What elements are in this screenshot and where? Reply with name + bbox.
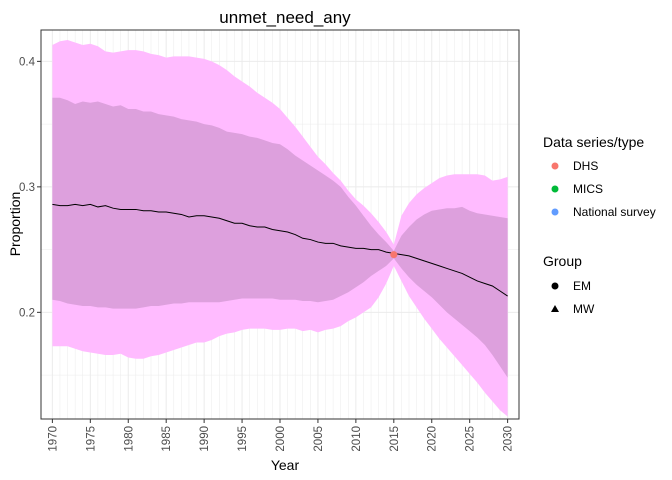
y-tick-label: 0.3 <box>19 182 35 194</box>
x-tick-label: 2025 <box>465 426 477 452</box>
x-tick-label: 1980 <box>123 426 135 452</box>
legend-key-dhs <box>551 162 559 170</box>
legend-label-national-survey: National survey <box>573 205 656 219</box>
x-tick-label: 2030 <box>503 426 515 452</box>
y-tick-label: 0.2 <box>19 307 35 319</box>
y-tick-label: 0.4 <box>19 56 36 68</box>
legend-key-em <box>551 282 559 290</box>
median-line <box>52 203 508 297</box>
legend-series-title: Data series/type <box>543 134 644 150</box>
x-axis: 1970 1975 1980 1985 1990 1995 2000 2005 2010 2015… <box>47 419 515 452</box>
legend: Data series/type DHS MICS National surve… <box>543 134 656 316</box>
x-tick-label: 2015 <box>389 426 401 452</box>
x-tick-label: 1990 <box>199 426 211 452</box>
legend-key-mics <box>551 185 559 193</box>
x-tick-label: 1985 <box>161 426 173 452</box>
legend-label-mics: MICS <box>573 182 603 196</box>
x-axis-title: Year <box>271 457 300 473</box>
y-axis: 0.2 0.3 0.4 <box>19 56 41 319</box>
x-tick-label: 2010 <box>351 426 363 452</box>
x-tick-label: 2000 <box>275 426 287 452</box>
legend-label-dhs: DHS <box>573 159 598 173</box>
x-tick-label: 2020 <box>427 426 439 452</box>
x-tick-label: 1995 <box>237 426 249 452</box>
inner-uncertainty-band <box>52 97 508 378</box>
legend-group-title: Group <box>543 253 582 269</box>
legend-key-national-survey <box>551 208 559 216</box>
x-tick-label: 2005 <box>313 426 325 452</box>
legend-label-mw: MW <box>573 302 595 316</box>
legend-label-em: EM <box>573 279 591 293</box>
chart-title: unmet_need_any <box>219 8 351 27</box>
y-axis-title: Proportion <box>7 192 23 257</box>
x-tick-label: 1975 <box>85 426 97 452</box>
legend-key-mw <box>551 305 559 312</box>
x-tick-label: 1970 <box>47 426 59 452</box>
data-points <box>390 251 398 259</box>
data-point <box>390 251 398 259</box>
plot-panel <box>40 29 520 420</box>
